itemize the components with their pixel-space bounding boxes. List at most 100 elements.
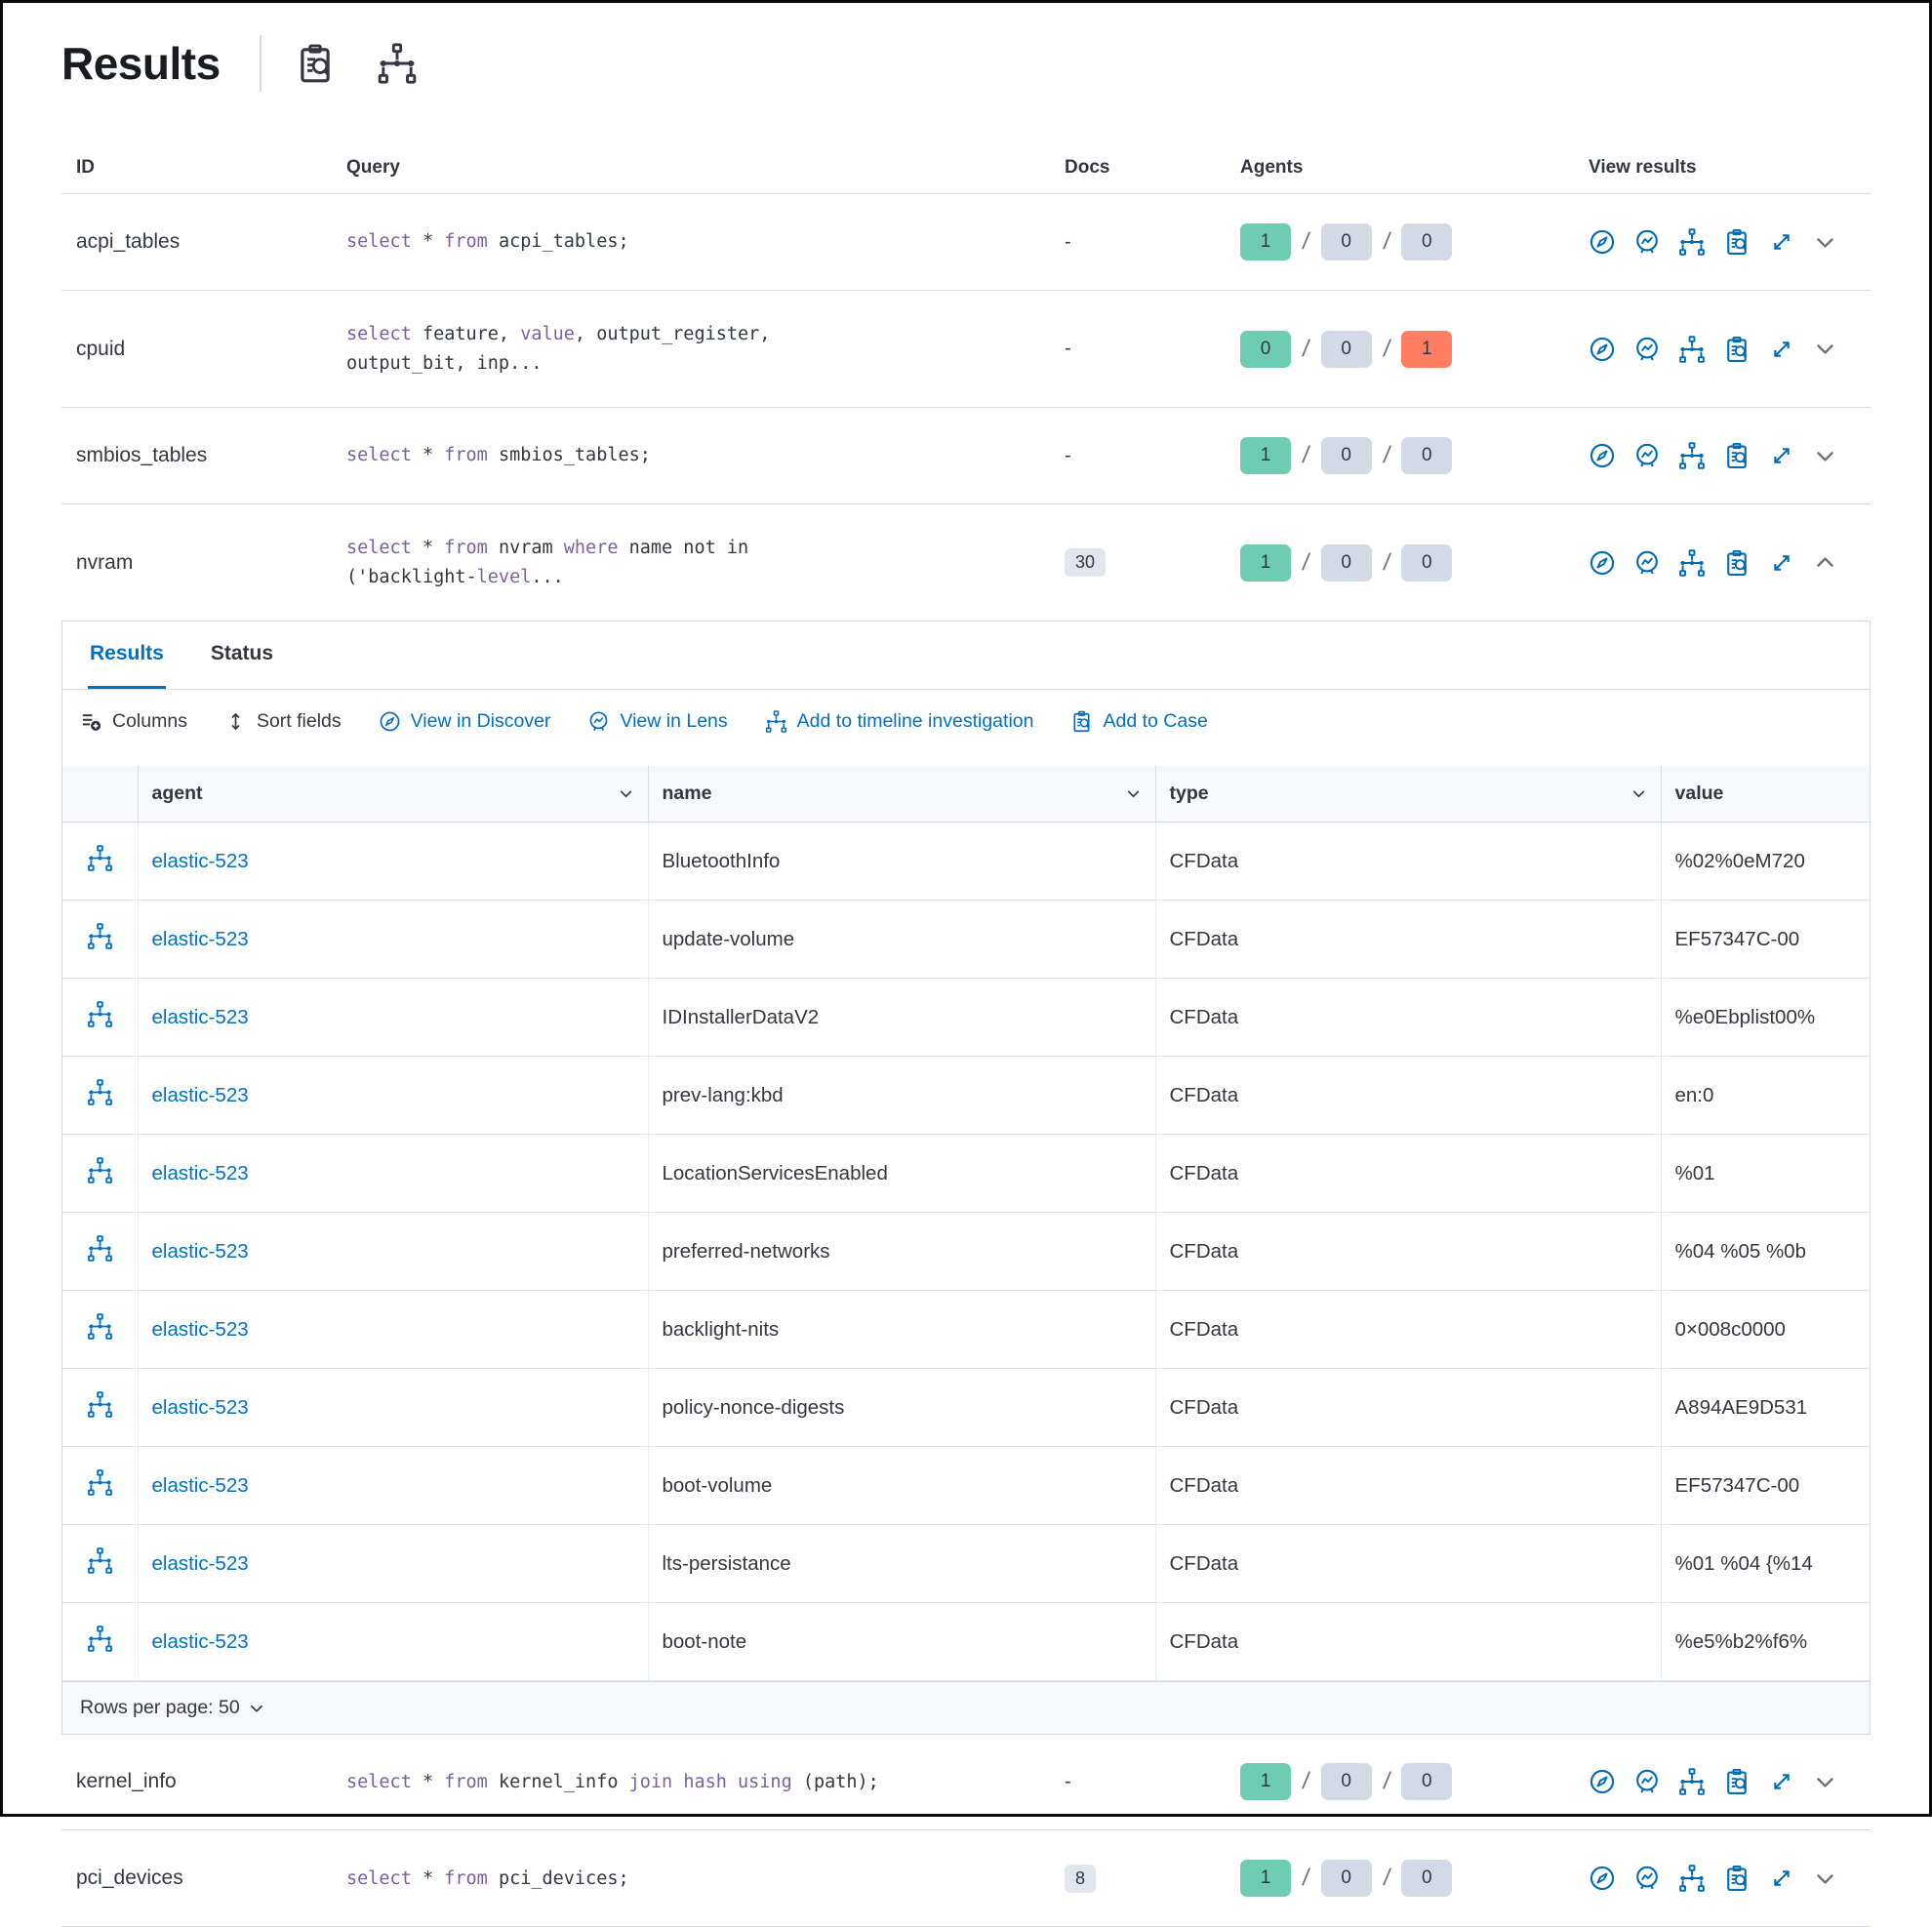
- view-in-discover-icon[interactable]: [1589, 549, 1616, 577]
- agent-link[interactable]: elastic-523: [151, 1005, 249, 1028]
- agent-link[interactable]: elastic-523: [151, 1161, 249, 1184]
- cell-type: CFData: [1155, 1134, 1662, 1214]
- view-in-lens-icon[interactable]: [1633, 1768, 1661, 1795]
- grid-data-row: elastic-523 boot-volume CFData EF57347C-…: [62, 1446, 1870, 1526]
- view-in-discover-icon[interactable]: [1589, 1865, 1616, 1892]
- view-in-lens-icon[interactable]: [1633, 228, 1661, 256]
- osquery-results-page: Results ID Query Docs Agents View result…: [3, 32, 1929, 1927]
- badge-separator: /: [1301, 548, 1311, 576]
- toggle-expand-chevron-icon[interactable]: [1813, 337, 1837, 361]
- toggle-expand-chevron-icon[interactable]: [1813, 1867, 1837, 1891]
- view-in-discover-icon[interactable]: [1589, 1768, 1616, 1795]
- timeline-topology-icon[interactable]: [87, 1001, 113, 1027]
- view-in-lens-icon[interactable]: [1633, 1865, 1661, 1892]
- grid-header-name[interactable]: name: [648, 766, 1156, 823]
- timeline-topology-icon[interactable]: [87, 1626, 113, 1652]
- badge-separator: /: [1381, 228, 1392, 255]
- toggle-expand-chevron-icon[interactable]: [1813, 1770, 1837, 1794]
- agent-link[interactable]: elastic-523: [151, 927, 249, 950]
- timeline-topology-icon[interactable]: [87, 1469, 113, 1496]
- timeline-topology-icon[interactable]: [87, 923, 113, 949]
- add-to-case-icon[interactable]: [1723, 549, 1751, 577]
- query-result-row: kernel_info select * from kernel_info jo…: [61, 1734, 1871, 1831]
- toggle-expand-chevron-icon[interactable]: [1813, 230, 1837, 255]
- query-id: smbios_tables: [76, 444, 208, 467]
- add-to-timeline-button[interactable]: Add to timeline investigation: [765, 710, 1033, 733]
- add-to-case-icon[interactable]: [1723, 1865, 1751, 1892]
- view-in-lens-icon[interactable]: [1633, 549, 1661, 577]
- view-in-lens-icon[interactable]: [1633, 442, 1661, 469]
- timeline-topology-icon[interactable]: [87, 845, 113, 871]
- add-to-timeline-icon[interactable]: [1678, 549, 1706, 577]
- row-timeline-action: [62, 978, 139, 1058]
- row-timeline-action: [62, 1446, 139, 1526]
- title-divider: [259, 35, 262, 92]
- sort-fields-button[interactable]: Sort fields: [224, 710, 342, 733]
- toggle-expand-chevron-icon[interactable]: [1813, 550, 1837, 575]
- chevron-down-icon[interactable]: [618, 785, 634, 802]
- docs-count: 30: [1051, 548, 1217, 578]
- cell-type: CFData: [1155, 1446, 1662, 1526]
- view-in-discover-icon[interactable]: [1589, 228, 1616, 256]
- grid-data-row: elastic-523 BluetoothInfo CFData %02%0eM…: [62, 822, 1870, 902]
- expand-icon[interactable]: [1768, 442, 1795, 469]
- add-to-case-icon[interactable]: [1723, 442, 1751, 469]
- add-to-case-button[interactable]: Add to Case: [1070, 710, 1208, 733]
- expand-icon[interactable]: [1768, 228, 1795, 256]
- add-to-timeline-icon[interactable]: [1678, 1768, 1706, 1795]
- add-to-case-icon[interactable]: [1723, 1768, 1751, 1795]
- add-to-timeline-icon[interactable]: [1678, 1865, 1706, 1892]
- column-header-docs: Docs: [1065, 157, 1110, 178]
- toggle-expand-chevron-icon[interactable]: [1813, 444, 1837, 468]
- chevron-down-icon[interactable]: [1125, 785, 1142, 802]
- agent-link[interactable]: elastic-523: [151, 1629, 249, 1653]
- timeline-topology-icon[interactable]: [87, 1157, 113, 1184]
- queries-table-header: ID Query Docs Agents View results: [61, 141, 1871, 194]
- cell-value: en:0: [1661, 1056, 1870, 1136]
- agent-count-badge-red: 1: [1401, 330, 1453, 368]
- view-in-discover-button[interactable]: View in Discover: [379, 710, 550, 733]
- lens-icon: [587, 710, 610, 733]
- columns-button[interactable]: Columns: [80, 710, 187, 733]
- cell-name: BluetoothInfo: [648, 822, 1156, 902]
- expand-icon[interactable]: [1768, 1768, 1795, 1795]
- timeline-topology-icon[interactable]: [87, 1391, 113, 1418]
- agent-link[interactable]: elastic-523: [151, 1239, 249, 1263]
- add-to-timeline-icon[interactable]: [1678, 336, 1706, 363]
- grid-header-type[interactable]: type: [1155, 766, 1662, 823]
- timeline-topology-icon[interactable]: [87, 1079, 113, 1105]
- tab-results[interactable]: Results: [88, 622, 166, 690]
- inspect-clipboard-search-icon[interactable]: [295, 43, 336, 84]
- view-in-discover-icon[interactable]: [1589, 442, 1616, 469]
- view-in-discover-icon[interactable]: [1589, 336, 1616, 363]
- add-to-timeline-icon[interactable]: [1678, 228, 1706, 256]
- expand-icon[interactable]: [1768, 336, 1795, 363]
- view-in-lens-icon[interactable]: [1633, 336, 1661, 363]
- agent-link[interactable]: elastic-523: [151, 1395, 249, 1419]
- agent-link[interactable]: elastic-523: [151, 849, 249, 872]
- expand-icon[interactable]: [1768, 1865, 1795, 1892]
- docs-count-badge: 8: [1065, 1864, 1097, 1893]
- row-timeline-action: [62, 1368, 139, 1448]
- add-to-timeline-icon[interactable]: [1678, 442, 1706, 469]
- grid-header-value[interactable]: value: [1661, 766, 1870, 823]
- timeline-topology-icon[interactable]: [87, 1313, 113, 1340]
- agent-link[interactable]: elastic-523: [151, 1083, 249, 1106]
- agent-count-badge-gray: 0: [1320, 1860, 1372, 1898]
- timeline-topology-icon[interactable]: [87, 1547, 113, 1574]
- agent-link[interactable]: elastic-523: [151, 1473, 249, 1497]
- cell-name: LocationServicesEnabled: [648, 1134, 1156, 1214]
- timeline-topology-icon[interactable]: [87, 1235, 113, 1262]
- add-to-case-icon[interactable]: [1723, 336, 1751, 363]
- agent-link[interactable]: elastic-523: [151, 1317, 249, 1341]
- expand-icon[interactable]: [1768, 549, 1795, 577]
- add-to-case-icon[interactable]: [1723, 228, 1751, 256]
- tab-status[interactable]: Status: [210, 642, 274, 665]
- agent-link[interactable]: elastic-523: [151, 1551, 249, 1575]
- topology-icon[interactable]: [377, 43, 418, 84]
- badge-separator: /: [1381, 335, 1392, 362]
- rows-per-page-button[interactable]: Rows per page: 50: [62, 1681, 1870, 1735]
- view-in-lens-button[interactable]: View in Lens: [587, 710, 728, 733]
- grid-header-agent[interactable]: agent: [138, 766, 649, 823]
- chevron-down-icon[interactable]: [1630, 785, 1647, 802]
